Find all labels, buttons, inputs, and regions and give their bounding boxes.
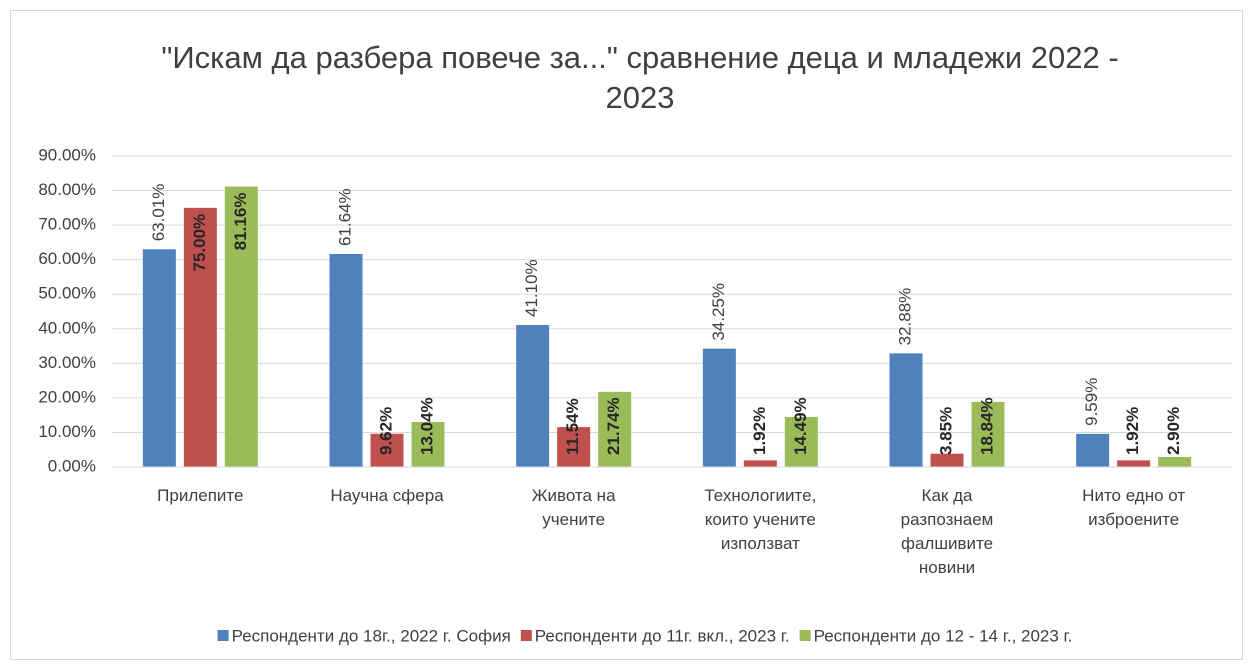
bar [743,460,777,467]
bar [411,421,445,467]
bar [557,427,591,467]
x-tick-label: Технологиите, които учените използват [704,486,816,553]
y-tick-label: 70.00% [38,215,96,234]
bar [889,353,923,467]
data-label: 63.01% [149,184,168,242]
bar [784,416,818,467]
bar [370,433,404,467]
x-tick-label: Живота на учените [532,486,616,529]
bar [598,391,632,467]
data-label: 2.90% [1164,407,1183,455]
y-tick-label: 20.00% [38,387,96,406]
bar [142,249,176,467]
data-label: 32.88% [895,288,914,346]
y-tick-label: 50.00% [38,284,96,303]
legend-label: Респонденти до 12 - 14 г., 2023 г. [814,626,1073,645]
data-label: 1.92% [750,407,769,455]
bar [1158,456,1192,467]
legend-swatch [217,630,229,641]
data-label: 1.92% [1123,407,1142,455]
x-tick-label: Как да разпознаем фалшивите новини [901,486,994,577]
chart-title: "Искам да разбера повече за..." сравнени… [161,40,1118,115]
bar [702,348,736,467]
data-label: 3.85% [936,407,955,455]
y-tick-label: 80.00% [38,180,96,199]
bar [930,453,964,467]
data-label: 13.04% [417,397,436,455]
bar [329,253,363,467]
bar [224,186,258,467]
bar [971,401,1005,467]
legend-swatch [520,630,532,641]
bar [1117,460,1151,467]
legend-swatch [799,630,811,641]
data-label: 41.10% [522,259,541,317]
x-tick-label: Научна сфера [330,486,444,505]
y-tick-label: 0.00% [48,456,96,475]
data-label: 14.49% [791,397,810,455]
data-label: 81.16% [231,193,250,251]
data-label: 34.25% [709,283,728,341]
data-label: 11.54% [563,398,582,455]
data-label: 9.62% [376,407,395,455]
data-label: 21.74% [604,397,623,455]
bar [183,207,217,468]
data-label: 75.00% [190,214,209,272]
bar [1076,433,1110,467]
legend-label: Респонденти до 11г. вкл., 2023 г. [535,626,790,645]
y-tick-label: 60.00% [38,249,96,268]
y-tick-label: 30.00% [38,353,96,372]
y-tick-label: 90.00% [38,145,96,164]
data-label: 18.84% [977,397,996,455]
data-label: 9.59% [1082,378,1101,426]
legend-label: Респонденти до 18г., 2022 г. София [232,626,511,645]
x-tick-label: Прилепите [157,486,243,505]
y-tick-label: 10.00% [38,422,96,441]
bar [516,324,550,467]
data-label: 61.64% [335,188,354,246]
y-tick-label: 40.00% [38,318,96,337]
x-tick-label: Нито едно от изброените [1082,486,1185,529]
